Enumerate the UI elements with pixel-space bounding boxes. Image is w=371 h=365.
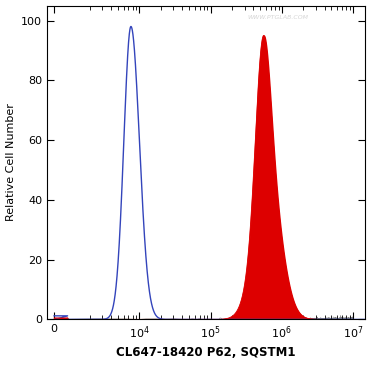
Y-axis label: Relative Cell Number: Relative Cell Number — [6, 104, 16, 222]
X-axis label: CL647-18420 P62, SQSTM1: CL647-18420 P62, SQSTM1 — [116, 346, 296, 360]
Text: WWW.PTGLAB.COM: WWW.PTGLAB.COM — [247, 15, 309, 20]
